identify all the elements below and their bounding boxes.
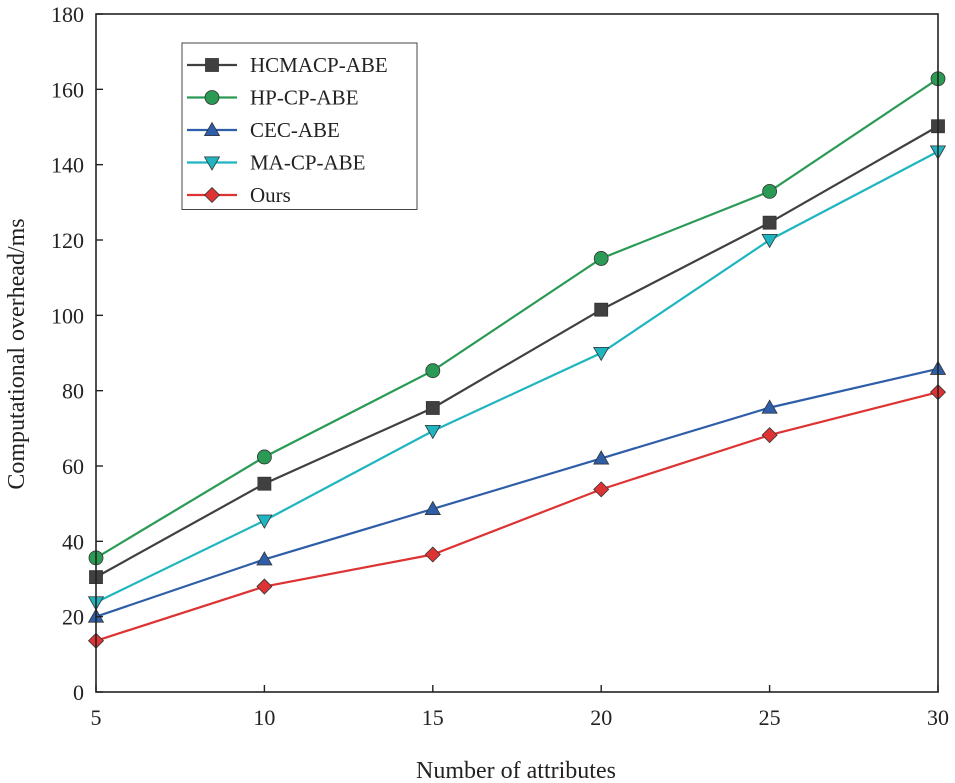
series-line (95, 367, 939, 618)
data-point (256, 449, 272, 465)
y-tick-label: 20 (62, 605, 84, 630)
data-point (761, 233, 778, 249)
y-axis-title: Computational overhead/ms (4, 218, 30, 489)
x-tick-label: 5 (91, 705, 102, 730)
data-point (425, 363, 441, 379)
data-point (593, 251, 609, 266)
data-point (425, 401, 440, 415)
legend-marker (205, 58, 219, 72)
legend-item: HCMACP-ABE (187, 53, 388, 77)
legend-label: HP-CP-ABE (250, 86, 359, 110)
y-tick-label: 140 (51, 153, 84, 178)
x-tick-label: 10 (253, 705, 275, 730)
legend-item: MA-CP-ABE (187, 151, 366, 175)
x-axis-title: Number of attributes (416, 758, 616, 783)
data-point (761, 427, 778, 444)
series-line (95, 391, 939, 642)
data-point (256, 551, 273, 566)
x-tick-label: 25 (759, 705, 781, 730)
data-point (256, 578, 273, 595)
legend: HCMACP-ABE HP-CP-ABE CEC-ABE MA-CP-ABE Ours (181, 42, 418, 210)
series-cec-abe (87, 360, 947, 623)
legend-item: HP-CP-ABE (187, 86, 359, 110)
data-point (257, 476, 272, 491)
legend-item: CEC-ABE (187, 118, 340, 142)
x-tick-label: 15 (422, 705, 444, 730)
data-point (761, 399, 778, 414)
x-tick-label: 20 (590, 705, 612, 730)
series-line (95, 150, 939, 604)
y-tick-label: 180 (51, 2, 84, 27)
y-tick-label: 120 (51, 228, 84, 253)
data-point (593, 481, 610, 498)
data-point (762, 184, 777, 199)
axes: 0 20 40 60 80 100 120 140 160 180 5 10 15 20 25 30 (51, 2, 949, 730)
legend-marker (203, 156, 221, 171)
data-point (424, 546, 441, 563)
data-point (424, 500, 441, 515)
legend-label: HCMACP-ABE (250, 53, 388, 77)
series-hcmacp-abe (89, 119, 945, 585)
legend-marker (204, 90, 220, 105)
legend-item: Ours (187, 183, 291, 207)
data-point (256, 514, 273, 529)
legend-label: MA-CP-ABE (250, 151, 366, 175)
data-point (594, 302, 609, 317)
data-point (424, 424, 441, 440)
data-point (593, 450, 610, 465)
legend-marker (203, 121, 221, 137)
data-point (593, 346, 610, 362)
legend-box (181, 42, 418, 210)
y-tick-label: 40 (62, 529, 84, 554)
legend-label: CEC-ABE (250, 118, 340, 142)
plot-frame (95, 13, 939, 693)
data-point (762, 215, 777, 230)
series-line (95, 125, 939, 579)
legend-marker (203, 186, 221, 204)
y-tick-label: 100 (51, 303, 84, 328)
series-line (95, 77, 939, 559)
y-tick-label: 160 (51, 77, 84, 102)
series-ours (87, 384, 947, 649)
legend-label: Ours (250, 183, 291, 207)
y-tick-label: 60 (62, 454, 84, 479)
series-ma-cp-abe (87, 145, 947, 611)
y-tick-label: 0 (73, 680, 84, 705)
y-tick-label: 80 (62, 379, 84, 404)
x-tick-label: 30 (927, 705, 949, 730)
